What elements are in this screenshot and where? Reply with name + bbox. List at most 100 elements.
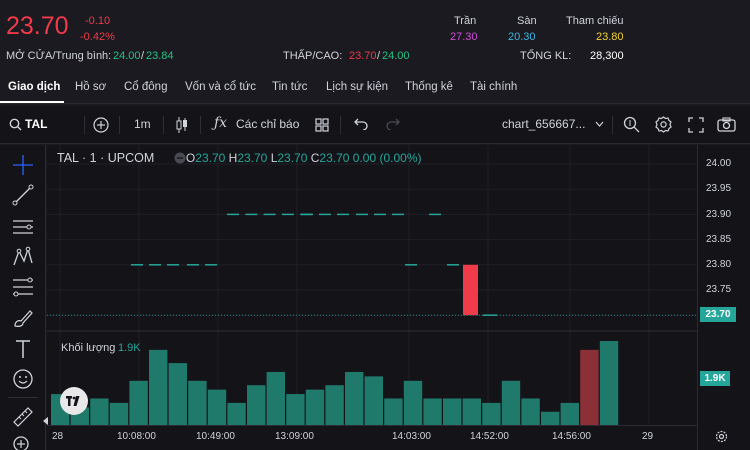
ceiling-value: 27.30 [450, 31, 478, 43]
volume-bar [129, 380, 148, 425]
price-tick: 23.90 [706, 209, 732, 220]
tab-tai-chinh[interactable]: Tài chính [470, 81, 518, 93]
undo-icon[interactable] [354, 118, 368, 130]
drawing-toolbar [0, 145, 46, 450]
hide-series-icon[interactable] [174, 152, 186, 164]
tab-co-dong[interactable]: Cổ đông [124, 81, 168, 93]
volume-bar [325, 385, 344, 425]
tab-ho-so[interactable]: Hồ sơ [75, 81, 107, 93]
avg-value: 23.84 [146, 50, 174, 62]
volume-bar [521, 398, 540, 425]
toolbar-divider [84, 116, 85, 134]
ceiling-label: Trần [454, 15, 477, 27]
volume-bar [247, 385, 266, 425]
pattern-tool-icon[interactable] [11, 245, 35, 269]
brush-icon[interactable] [11, 306, 35, 330]
tab-giao-dich[interactable]: Giao dịch [8, 81, 61, 93]
volume-bar [423, 398, 442, 425]
ruler-icon[interactable] [11, 405, 35, 429]
price-tick: 23.95 [706, 183, 732, 194]
ref-value: 23.80 [596, 31, 624, 43]
volume-bar [188, 380, 207, 425]
layout-name[interactable]: chart_656667... [502, 117, 586, 131]
fib-tool-icon[interactable] [11, 275, 35, 299]
volume-bar [580, 349, 599, 425]
zoom-in-icon[interactable] [11, 434, 35, 450]
tab-tin-tuc[interactable]: Tin tức [272, 81, 308, 93]
add-compare-icon[interactable] [93, 117, 109, 133]
crosshair-icon[interactable] [11, 153, 35, 177]
symbol-search[interactable]: TAL [25, 117, 48, 131]
tradingview-logo[interactable] [60, 387, 88, 415]
volume-bar [266, 371, 285, 425]
time-tick: 29 [642, 431, 654, 442]
templates-icon[interactable] [315, 118, 329, 132]
quote-header: 23.70 -0.10 -0.42% MỞ CỬA/Trung bình: 24… [0, 0, 750, 72]
redo-icon[interactable] [386, 118, 400, 130]
camera-icon[interactable] [717, 117, 736, 132]
indicators-button[interactable]: Các chỉ báo [236, 117, 300, 131]
volume-bar [109, 402, 129, 425]
interval-button[interactable]: 1m [134, 117, 151, 131]
chart-toolbar: TAL 1m ƒx Các chỉ báo chart_656667... [0, 106, 750, 144]
price-change-pct: -0.42% [80, 31, 115, 43]
tab-thong-ke[interactable]: Thống kê [405, 81, 453, 93]
volume-bar [149, 349, 168, 425]
active-tab-indicator [0, 101, 64, 103]
candlestick-icon[interactable] [175, 116, 189, 134]
open-avg-slash: / [141, 50, 145, 62]
search-icon[interactable] [9, 118, 22, 131]
volume-label: TỔNG KL: [520, 50, 572, 62]
emoji-icon[interactable] [11, 367, 35, 391]
tab-lich-su-kien[interactable]: Lịch sự kiện [326, 81, 389, 93]
volume-legend-value: 1.9K [118, 342, 141, 354]
price-axis[interactable]: 24.00 23.95 23.90 23.85 23.80 23.75 23.7… [697, 145, 750, 450]
price-series [47, 213, 697, 316]
legend-change: 0.00 (0.00%) [352, 151, 422, 165]
chevron-down-icon[interactable] [595, 121, 604, 127]
volume-bar [403, 380, 423, 425]
text-tool-icon[interactable] [11, 337, 35, 361]
settings-gear-icon[interactable] [655, 116, 672, 133]
horizontal-lines-icon[interactable] [11, 215, 35, 239]
volume-bar [384, 398, 403, 425]
tab-bar: Giao dịch Hồ sơ Cổ đông Vốn và cổ tức Ti… [0, 72, 750, 104]
fullscreen-icon[interactable] [688, 117, 704, 133]
low-value: 23.70 [349, 50, 377, 62]
volume-bar [286, 394, 305, 425]
legend-h-label: H [228, 151, 238, 165]
volume-bar [501, 380, 521, 425]
legend-high: 23.70 [237, 151, 268, 165]
toolbar-divider [612, 116, 613, 134]
chart-pane[interactable]: Khối lượng 1.9K [43, 145, 697, 425]
time-axis[interactable]: 28 10:08:00 10:49:00 13:09:00 14:03:00 1… [47, 425, 697, 450]
legend-low: 23.70 [277, 151, 308, 165]
indicators-fx-icon[interactable]: ƒx [214, 115, 228, 131]
volume-bar [482, 402, 501, 425]
toolbar-divider [200, 116, 201, 134]
volume-bar [443, 398, 462, 425]
ref-label: Tham chiếu [566, 15, 624, 27]
axis-settings-gear-icon[interactable] [715, 430, 728, 443]
volume-bar [560, 402, 579, 425]
time-tick: 14:03:00 [392, 431, 431, 442]
tab-von-co-tuc[interactable]: Vốn và cổ tức [185, 81, 256, 93]
toolbar-divider [340, 116, 341, 134]
floor-value: 20.30 [508, 31, 536, 43]
price-volume-chart[interactable] [47, 145, 697, 425]
trend-line-icon[interactable] [11, 183, 35, 207]
time-tick: 14:52:00 [470, 431, 509, 442]
legend-close: 23.70 [319, 151, 350, 165]
legend-open: 23.70 [195, 151, 226, 165]
volume-bar [90, 398, 109, 425]
volume-bar [207, 389, 227, 425]
collapse-arrow-icon[interactable] [43, 417, 49, 425]
series-legend: TAL · 1 · UPCOM O23.70 H23.70 L23.70 C23… [57, 151, 422, 165]
volume-bar [227, 402, 246, 425]
volume-value: 28,300 [590, 50, 624, 62]
volume-bar [345, 371, 364, 425]
quick-search-icon[interactable] [623, 116, 640, 133]
price-tick: 23.80 [706, 259, 732, 270]
last-volume-label: 1.9K [700, 371, 730, 386]
volume-bar [462, 398, 481, 425]
